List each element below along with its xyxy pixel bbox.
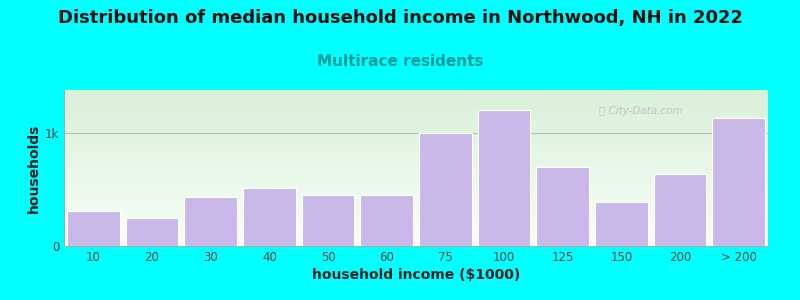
Text: ⓘ City-Data.com: ⓘ City-Data.com [599,106,682,116]
Bar [536,167,589,246]
Bar [419,133,472,246]
Y-axis label: households: households [26,123,41,213]
Text: Distribution of median household income in Northwood, NH in 2022: Distribution of median household income … [58,9,742,27]
Bar [595,202,648,246]
X-axis label: household income ($1000): household income ($1000) [312,268,520,282]
Bar [478,110,530,246]
Bar [302,195,354,246]
Bar [126,218,178,246]
Bar [243,188,296,246]
Bar [67,211,120,246]
Bar [654,174,706,246]
Bar [360,195,413,246]
Bar [712,118,765,246]
Text: Multirace residents: Multirace residents [317,54,483,69]
Bar [184,197,237,246]
